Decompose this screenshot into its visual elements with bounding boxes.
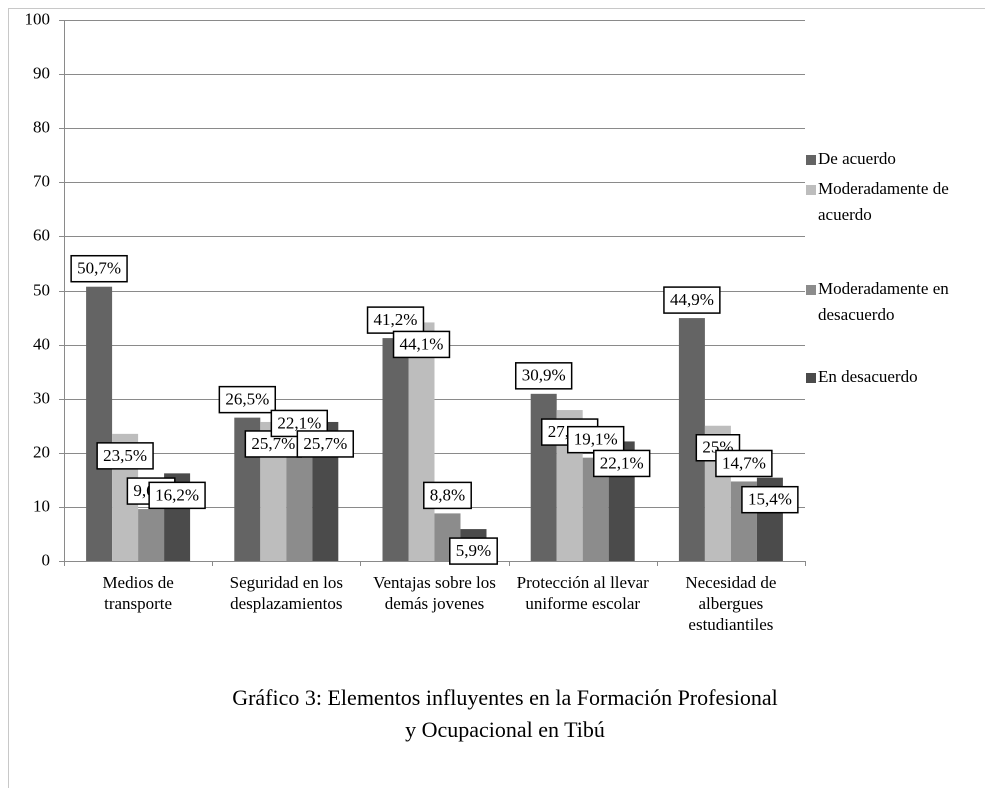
y-tick-label: 20: [33, 442, 50, 461]
data-label-box: [449, 537, 498, 565]
bar: [138, 509, 165, 561]
bar: [382, 338, 409, 561]
legend-swatch: [806, 155, 816, 165]
data-label: 8,8%: [430, 485, 465, 504]
y-tick-label: 70: [33, 171, 50, 190]
legend-label: Moderadamente de acuerdo: [818, 179, 949, 224]
data-label: 16,2%: [155, 485, 199, 504]
y-tick-label: 10: [33, 496, 50, 515]
data-label: 30,9%: [522, 366, 566, 385]
data-label: 22,1%: [277, 413, 321, 432]
legend-label: De acuerdo: [818, 149, 896, 168]
data-label-box: [218, 385, 277, 414]
legend-label: En desacuerdo: [818, 367, 918, 386]
data-label-box: [514, 362, 573, 390]
data-label-box: [366, 306, 425, 334]
data-label: 15,4%: [748, 490, 792, 509]
legend-swatch: [806, 373, 816, 383]
y-tick-label: 100: [25, 9, 51, 28]
y-tick-label: 90: [33, 63, 50, 82]
y-tick-label: 0: [42, 550, 51, 569]
data-label: 5,9%: [456, 541, 491, 560]
data-label-box: [70, 254, 128, 283]
data-label-box: [96, 442, 154, 470]
y-tick-label: 60: [33, 225, 50, 244]
data-label: 22,1%: [600, 453, 644, 472]
x-tick-label: Protección al llevar uniforme escolar: [517, 573, 650, 613]
data-label-box: [741, 485, 799, 514]
x-tick-label: Necesidad de albergues estudiantiles: [685, 573, 776, 634]
data-label-box: [423, 481, 472, 510]
y-tick-label: 80: [33, 117, 50, 136]
data-label: 41,2%: [374, 310, 418, 329]
data-label: 19,1%: [574, 430, 618, 449]
data-label: 44,1%: [400, 334, 444, 353]
data-label: 23,5%: [103, 446, 147, 465]
y-tick-label: 40: [33, 334, 50, 353]
bar: [286, 441, 313, 561]
chart-title: Gráfico 3: Elementos influyentes en la F…: [232, 685, 778, 742]
x-tick-label: Ventajas sobre los demás jovenes: [373, 573, 496, 613]
data-label-box: [296, 430, 355, 458]
data-label-box: [715, 449, 773, 478]
y-tick-label: 50: [33, 280, 50, 299]
x-tick-label: Seguridad en los desplazamientos: [230, 573, 343, 613]
x-tick-label: Medios de transporte: [102, 573, 173, 613]
data-label: 14,7%: [722, 453, 766, 472]
data-label-box: [392, 330, 451, 359]
data-label: 44,9%: [670, 290, 714, 309]
data-label: 26,5%: [225, 390, 269, 409]
legend-label: Moderadamente en desacuerdo: [818, 279, 949, 324]
y-tick-label: 30: [33, 388, 50, 407]
bar: [86, 286, 113, 561]
data-label-box: [148, 481, 206, 510]
data-label: 50,7%: [77, 259, 121, 278]
data-label: 25,7%: [303, 434, 347, 453]
legend-swatch: [806, 285, 816, 295]
data-label-box: [663, 286, 721, 314]
data-label: 25,7%: [251, 434, 295, 453]
data-label-box: [592, 449, 651, 478]
bar: [408, 322, 435, 561]
legend-swatch: [806, 185, 816, 195]
